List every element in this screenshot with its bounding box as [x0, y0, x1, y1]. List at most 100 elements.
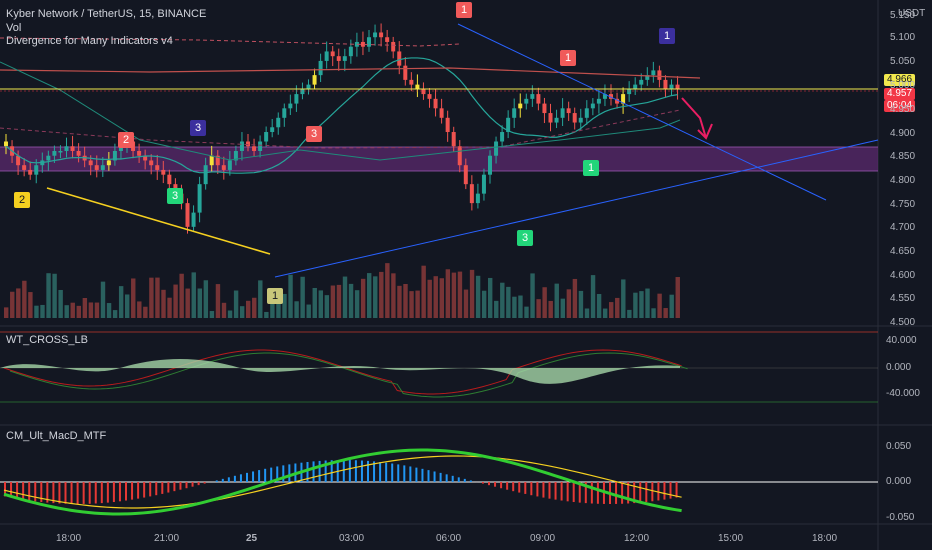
bearish-divergence-marker[interactable]: 1 — [456, 2, 472, 18]
bar-countdown: 06:04 — [884, 100, 916, 112]
candle-body — [64, 146, 69, 151]
macd-histogram — [518, 482, 521, 493]
bullish-divergence-marker[interactable]: 3 — [167, 188, 183, 204]
price-axis-unit: USDT — [898, 8, 926, 19]
volume-bar — [663, 308, 668, 318]
volume-bar — [336, 284, 342, 318]
candle-body — [602, 94, 607, 99]
macd-label[interactable]: CM_Ult_MacD_MTF — [6, 430, 107, 442]
volume-bar — [34, 305, 39, 318]
candle-body — [584, 108, 589, 118]
macd-histogram — [524, 482, 527, 494]
macd-histogram — [258, 470, 261, 482]
macd-histogram — [197, 482, 200, 486]
bearish-divergence-marker[interactable]: 1 — [560, 50, 576, 66]
time-axis-tick: 06:00 — [436, 533, 462, 544]
volume-indicator-label[interactable]: Vol — [6, 22, 22, 34]
candle-body — [512, 108, 517, 118]
macd-histogram — [215, 480, 218, 482]
macd-histogram — [155, 482, 158, 496]
volume-bar — [100, 281, 106, 318]
bearish-divergence-marker[interactable]: 2 — [118, 132, 134, 148]
volume-bar — [433, 276, 438, 318]
macd-histogram — [663, 482, 666, 500]
volume-bar — [457, 271, 463, 318]
candle-body — [645, 75, 650, 80]
divergence-line — [0, 37, 461, 47]
bullish-divergence-marker[interactable]: 2 — [14, 192, 30, 208]
macd-histogram — [633, 482, 636, 504]
macd-histogram — [342, 460, 345, 482]
volume-bar — [270, 295, 275, 318]
volume-bar — [445, 269, 451, 318]
bearish-divergence-marker[interactable]: 1 — [659, 28, 675, 44]
volume-bar — [439, 278, 444, 318]
bearish-divergence-marker[interactable]: 3 — [190, 120, 206, 136]
macd-histogram — [167, 482, 170, 493]
bullish-divergence-marker[interactable]: 3 — [517, 230, 533, 246]
candle-body — [633, 84, 638, 90]
volume-bar — [421, 265, 426, 318]
volume-bar — [536, 299, 541, 318]
candle-body — [391, 41, 396, 52]
wt-cross-label[interactable]: WT_CROSS_LB — [6, 334, 88, 346]
candle-body — [258, 141, 263, 151]
volume-bar — [288, 274, 293, 318]
volume-bar — [46, 273, 51, 318]
candle-body — [663, 79, 668, 90]
wt-axis-tick: -40.000 — [886, 388, 920, 399]
volume-bar — [252, 297, 257, 318]
candle-body — [360, 41, 365, 47]
bullish-divergence-marker[interactable]: 1 — [583, 160, 599, 176]
volume-bar — [16, 288, 21, 318]
macd-histogram — [203, 482, 206, 484]
candle-body — [264, 132, 269, 142]
volume-bar — [118, 286, 124, 318]
volume-bar — [675, 277, 680, 318]
candle-body — [500, 132, 505, 142]
candle-body — [536, 94, 541, 104]
candle-body — [209, 155, 214, 166]
volume-bar — [469, 269, 475, 318]
candle-body — [530, 94, 535, 99]
volume-bar — [651, 308, 656, 318]
macd-histogram — [457, 477, 460, 482]
volume-bar — [88, 302, 94, 318]
candle-body — [566, 108, 571, 114]
volume-bar — [348, 283, 354, 318]
volume-bar — [494, 300, 499, 318]
macd-histogram — [621, 482, 624, 504]
symbol-title[interactable]: Kyber Network / TetherUS, 15, BINANCE — [6, 8, 207, 20]
macd-histogram — [427, 470, 430, 482]
macd-histogram — [239, 474, 242, 482]
candle-body — [615, 98, 620, 104]
candle-body — [318, 60, 323, 76]
candle-body — [149, 160, 154, 166]
candle-body — [469, 184, 474, 204]
volume-bar — [602, 308, 608, 318]
candle-body — [246, 141, 250, 147]
volume-bar — [137, 301, 142, 318]
bullish-divergence-marker[interactable]: 1 — [267, 288, 283, 304]
macd-histogram — [433, 471, 436, 482]
macd-histogram — [590, 482, 593, 504]
candle-body — [112, 150, 117, 161]
macd-histogram — [94, 482, 97, 504]
macd-histogram — [451, 475, 454, 482]
volume-bar — [615, 297, 620, 318]
candle-body — [294, 94, 299, 104]
volume-bar — [596, 294, 602, 318]
volume-bar — [572, 278, 578, 318]
macd-histogram — [548, 482, 551, 499]
candle-body — [58, 150, 63, 153]
macd-histogram — [627, 482, 630, 504]
candle-body — [276, 117, 281, 128]
volume-bar — [397, 285, 402, 318]
macd-histogram — [88, 482, 91, 504]
candle-body — [415, 84, 420, 90]
macd-histogram — [572, 482, 575, 503]
price-tag-upper: 4.966 — [884, 74, 916, 86]
divergence-indicator-label[interactable]: Divergence for Many Indicators v4 — [6, 35, 173, 47]
bearish-divergence-marker[interactable]: 3 — [306, 126, 322, 142]
